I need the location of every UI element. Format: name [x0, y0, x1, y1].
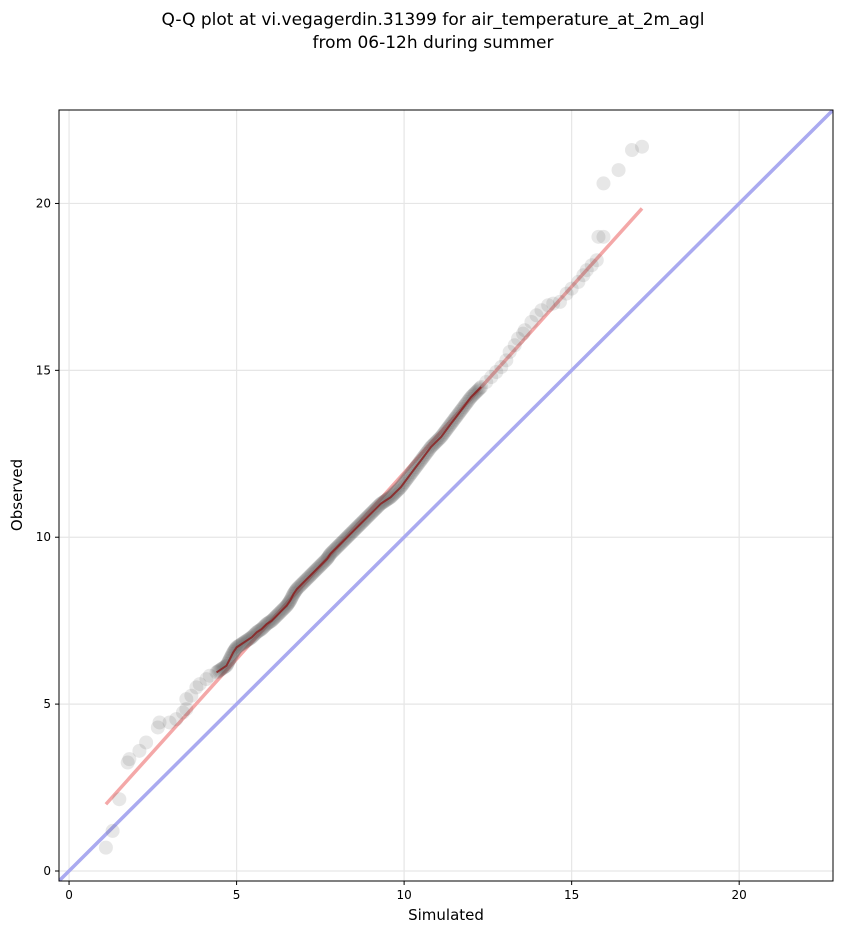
data-point: [499, 353, 514, 368]
data-point: [589, 253, 604, 268]
data-point: [596, 176, 611, 191]
x-tick-label: 10: [396, 888, 411, 902]
fit-line: [104, 207, 644, 806]
data-point: [122, 752, 137, 767]
data-point: [139, 735, 154, 750]
y-tick-label: 20: [36, 196, 51, 210]
data-point: [484, 370, 499, 385]
chart-title-line-1: Q-Q plot at vi.vegagerdin.31399 for air_…: [161, 10, 704, 30]
data-point: [199, 672, 214, 687]
data-point: [576, 268, 591, 283]
data-point: [517, 323, 532, 338]
data-point: [152, 715, 167, 730]
y-tick-label: 10: [36, 530, 51, 544]
data-point: [132, 743, 147, 758]
data-point: [534, 303, 549, 318]
data-point: [189, 680, 204, 695]
data-point: [162, 715, 177, 730]
dense-run-trace: [215, 386, 482, 674]
data-point: [192, 677, 207, 692]
data-point: [105, 823, 120, 838]
x-tick-label: 0: [65, 888, 73, 902]
data-point: [209, 665, 224, 680]
data-point: [541, 298, 556, 313]
y-tick-label: 15: [36, 363, 51, 377]
y-tick-label: 0: [43, 864, 51, 878]
y-axis-label: Observed: [8, 459, 26, 531]
data-point: [579, 263, 594, 278]
data-point: [564, 281, 579, 296]
data-point: [635, 139, 650, 154]
data-point: [120, 755, 135, 770]
data-point: [516, 326, 531, 341]
chart-title-line-2: from 06-12h during summer: [313, 33, 554, 53]
data-point: [479, 375, 494, 390]
grid: [59, 110, 833, 881]
data-point: [494, 360, 509, 374]
data-point: [552, 294, 567, 309]
x-axis-label: Simulated: [408, 906, 484, 924]
reference-line: [59, 110, 833, 881]
axis-ticks: 0 5 10 15 20 0 5 10 15 20: [36, 196, 747, 902]
data-point: [98, 840, 113, 855]
data-point: [624, 143, 639, 158]
data-point: [184, 688, 199, 703]
x-tick-label: 20: [732, 888, 747, 902]
data-point: [529, 308, 544, 323]
data-point: [179, 692, 194, 707]
lines: [59, 110, 833, 881]
data-point: [112, 792, 127, 807]
data-point: [584, 258, 599, 273]
data-point: [546, 296, 561, 311]
x-tick-label: 5: [233, 888, 241, 902]
data-point: [571, 274, 586, 289]
chart-title: Q-Q plot at vi.vegagerdin.31399 for air_…: [161, 10, 704, 53]
data-point: [175, 705, 190, 720]
data-point: [596, 229, 611, 244]
x-tick-label: 15: [564, 888, 579, 902]
data-point: [202, 668, 217, 683]
data-point: [611, 163, 626, 178]
data-point: [169, 712, 184, 727]
data-point: [559, 286, 574, 301]
data-point: [524, 314, 539, 329]
data-point: [489, 365, 504, 380]
data-point: [150, 720, 165, 735]
data-point: [511, 331, 526, 346]
data-point: [591, 229, 606, 244]
data-point: [507, 338, 522, 353]
data-points: [98, 139, 650, 855]
data-point: [502, 344, 517, 359]
data-point: [179, 702, 194, 717]
plot-frame: [58, 109, 834, 882]
y-tick-label: 5: [43, 697, 51, 711]
